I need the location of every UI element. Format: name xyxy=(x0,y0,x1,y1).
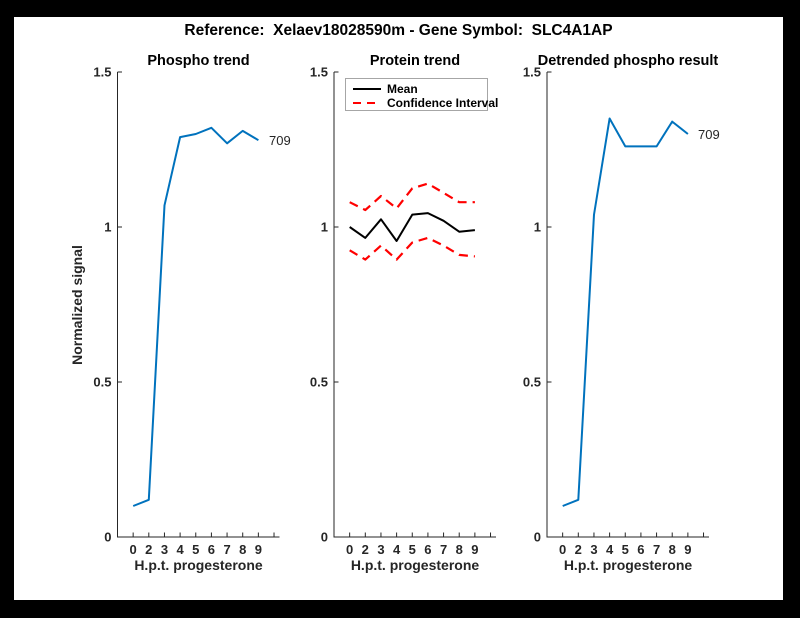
x-tick-label: 9 xyxy=(471,542,478,557)
legend-item-mean: Mean xyxy=(353,82,487,96)
y-tick-label: 1.5 xyxy=(310,65,328,80)
x-tick-label: 0 xyxy=(346,542,353,557)
x-tick-label: 0 xyxy=(130,542,137,557)
x-tick-label: 7 xyxy=(653,542,660,557)
x-tick-label: 9 xyxy=(255,542,262,557)
y-tick-label: 1.5 xyxy=(93,65,111,80)
x-tick-label: 6 xyxy=(637,542,644,557)
subplot-2: 0 2 3 4 5 6 7 8 900.511.5 xyxy=(310,65,496,557)
x-tick-label: 3 xyxy=(377,542,384,557)
x-tick-label: 4 xyxy=(176,542,184,557)
x-tick-label: 9 xyxy=(684,542,691,557)
x-tick-label: 4 xyxy=(393,542,401,557)
phospho-line xyxy=(132,126,259,507)
y-tick-label: 1 xyxy=(321,220,328,235)
figure-title: Reference: Xelaev18028590m - Gene Symbol… xyxy=(184,22,613,39)
subplot1-end-annotation: 709 xyxy=(269,133,291,148)
x-tick-label: 7 xyxy=(440,542,447,557)
confidence-interval-line-swatch xyxy=(353,101,381,105)
x-tick-label: 2 xyxy=(145,542,152,557)
subplot1-title: Phospho trend xyxy=(147,53,250,69)
x-tick-label: 4 xyxy=(606,542,614,557)
y-tick-label: 1 xyxy=(534,220,541,235)
x-tick-label: 2 xyxy=(362,542,369,557)
subplot-3: 0 2 3 4 5 6 7 8 900.511.5 xyxy=(523,65,709,557)
axes-spines xyxy=(333,72,496,538)
x-tick-label: 6 xyxy=(424,542,431,557)
legend-label-confidence-interval: Confidence Interval xyxy=(387,96,499,110)
y-tick-label: 0 xyxy=(534,530,541,545)
legend-item-confidence-interval: Confidence Interval xyxy=(353,96,498,110)
x-tick-label: 8 xyxy=(239,542,246,557)
x-tick-label: 8 xyxy=(456,542,463,557)
x-tick-label: 0 xyxy=(559,542,566,557)
y-tick-label: 1.5 xyxy=(523,65,541,80)
x-tick-label: 5 xyxy=(409,542,416,557)
ci-lower-line xyxy=(349,236,476,261)
axes-spines xyxy=(117,72,280,538)
x-tick-label: 6 xyxy=(208,542,215,557)
y-tick-label: 0.5 xyxy=(310,375,328,390)
x-tick-label: 2 xyxy=(575,542,582,557)
y-tick-label: 0.5 xyxy=(93,375,111,390)
y-tick-label: 0 xyxy=(104,530,111,545)
subplot2-title: Protein trend xyxy=(369,53,461,69)
plots-canvas: 0 2 3 4 5 6 7 8 900.511.50 2 3 4 5 6 7 8 900.511.50 2 3 4 5 6… xyxy=(93,65,709,557)
ci-upper-line xyxy=(349,182,475,212)
legend-box: Mean Confidence Interval xyxy=(345,78,498,111)
subplot1-xlabel: H.p.t. progesterone xyxy=(134,557,263,573)
subplot-1: 0 2 3 4 5 6 7 8 900.511.5 xyxy=(93,65,280,557)
subplot3-title: Detrended phospho result xyxy=(537,53,719,69)
legend-label-mean: Mean xyxy=(387,82,418,96)
y-tick-label: 0 xyxy=(321,530,328,545)
y-tick-label: 1 xyxy=(104,220,111,235)
x-tick-label: 8 xyxy=(669,542,676,557)
subplot2-xlabel: H.p.t. progesterone xyxy=(350,557,480,573)
subplot1-ylabel: Normalized signal xyxy=(69,245,85,365)
matlab-figure-canvas: Reference: Xelaev18028590m - Gene Symbol… xyxy=(14,17,783,600)
mean-line-swatch xyxy=(353,88,381,90)
axes-spines xyxy=(546,72,709,538)
x-tick-label: 5 xyxy=(622,542,629,557)
x-tick-label: 3 xyxy=(590,542,597,557)
mean-line xyxy=(349,212,476,242)
detrended-line xyxy=(562,117,689,507)
x-tick-label: 3 xyxy=(161,542,168,557)
subplot3-end-annotation: 709 xyxy=(698,127,720,142)
x-tick-label: 5 xyxy=(192,542,199,557)
subplot3-xlabel: H.p.t. progesterone xyxy=(563,557,693,573)
x-tick-label: 7 xyxy=(223,542,230,557)
y-tick-label: 0.5 xyxy=(523,375,541,390)
